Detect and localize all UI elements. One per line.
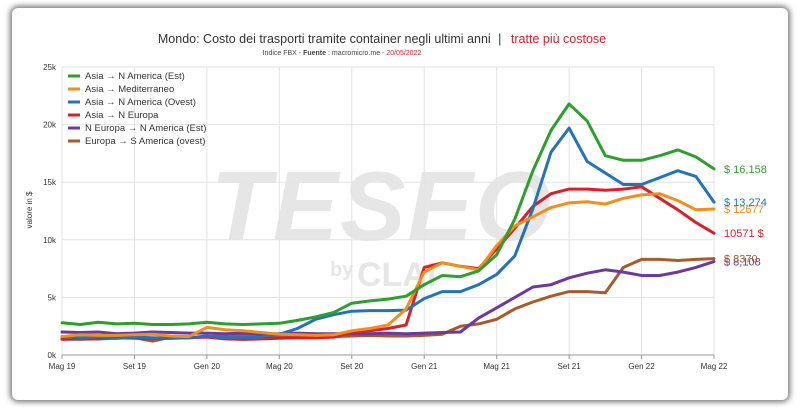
x-tick-label: Gen 20 xyxy=(194,362,221,371)
series-end-label-3: $ 13,274 xyxy=(724,197,767,209)
grid xyxy=(61,66,715,356)
x-tick-label: Mag 19 xyxy=(49,362,76,371)
series-line-3 xyxy=(60,126,716,340)
chart-subtitle: Indice FBX - Fuente : macromicro.me - 20… xyxy=(263,50,422,57)
y-tick-label: 0k xyxy=(48,351,57,360)
legend-label-1: Asia → N America (Est) xyxy=(85,71,185,82)
legend-label-6: Europa → S America (ovest) xyxy=(85,136,205,147)
x-tick-label: Set 19 xyxy=(123,362,147,371)
watermark: TESEO by CLAI xyxy=(211,151,553,294)
series-line-5 xyxy=(60,260,716,336)
x-tick-label: Gen 22 xyxy=(628,362,655,371)
subtitle-prefix: Indice FBX - xyxy=(263,50,303,57)
subtitle-date: 20/05/2022 xyxy=(386,50,421,57)
chart-title: Mondo: Costo dei trasporti tramite conta… xyxy=(158,32,606,46)
chart: Mondo: Costo dei trasporti tramite conta… xyxy=(25,32,767,371)
chart-title-main: Mondo: Costo dei trasporti tramite conta… xyxy=(158,32,491,46)
legend-label-3: Asia → N America (Ovest) xyxy=(85,97,196,108)
series-end-label-2: $ 12677 xyxy=(724,204,764,216)
series-end-label-1: $ 16,158 xyxy=(724,164,767,176)
subtitle-source: : macromicro.me - xyxy=(328,50,386,57)
chart-title-highlight: tratte più costose xyxy=(511,32,606,46)
y-tick-label: 10k xyxy=(43,236,57,245)
legend-label-5: N Europa → N America (Est) xyxy=(85,123,206,134)
legend: Asia → N America (Est) Asia → Mediterrane… xyxy=(68,71,206,147)
x-tick-label: Set 21 xyxy=(558,362,582,371)
chart-title-separator: | xyxy=(498,32,501,46)
series-end-label-4: 10571 $ xyxy=(724,228,764,240)
axes: 0k 5k 10k 15k 20k 25k Mag 19 Set 19 Gen 20 Mag 20… xyxy=(43,63,728,371)
x-tick-label: Set 20 xyxy=(340,362,364,371)
y-tick-label: 15k xyxy=(43,178,57,187)
subtitle-source-label: Fuente xyxy=(303,50,326,57)
series-end-label-6: $ 8370 xyxy=(724,254,758,266)
series-line-2 xyxy=(60,192,716,339)
x-tick-label: Gen 21 xyxy=(411,362,438,371)
x-tick-label: Mag 22 xyxy=(701,362,728,371)
y-tick-label: 5k xyxy=(48,293,57,302)
y-tick-label: 20k xyxy=(43,121,57,130)
legend-label-2: Asia → Mediterraneo xyxy=(85,84,174,95)
series-lines xyxy=(60,102,716,343)
series-line-1 xyxy=(60,102,716,326)
x-tick-label: Mag 20 xyxy=(266,362,293,371)
chart-frame: Mondo: Costo dei trasporti tramite conta… xyxy=(12,8,788,400)
end-labels: $ 16,158 $ 12677$ 13,274 10571 $ $ 8,108$ 8… xyxy=(724,164,767,269)
y-axis-label: valore in $ xyxy=(25,191,34,228)
x-tick-label: Mag 21 xyxy=(483,362,510,371)
y-tick-label: 25k xyxy=(43,63,57,72)
legend-label-4: Asia → N Europa xyxy=(85,110,159,121)
series-end-label-5: $ 8,108 xyxy=(724,257,761,269)
watermark-text: TESEO xyxy=(211,151,553,261)
watermark-by: by xyxy=(330,259,354,281)
